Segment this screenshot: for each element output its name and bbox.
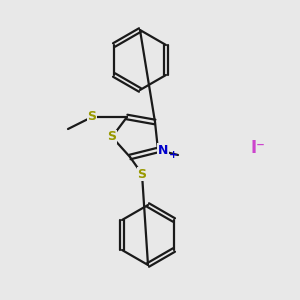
Text: S: S bbox=[137, 167, 146, 181]
Text: S: S bbox=[107, 130, 116, 143]
Text: +: + bbox=[168, 150, 178, 160]
Text: S: S bbox=[88, 110, 97, 124]
Text: N: N bbox=[158, 143, 168, 157]
Text: I⁻: I⁻ bbox=[250, 139, 266, 157]
